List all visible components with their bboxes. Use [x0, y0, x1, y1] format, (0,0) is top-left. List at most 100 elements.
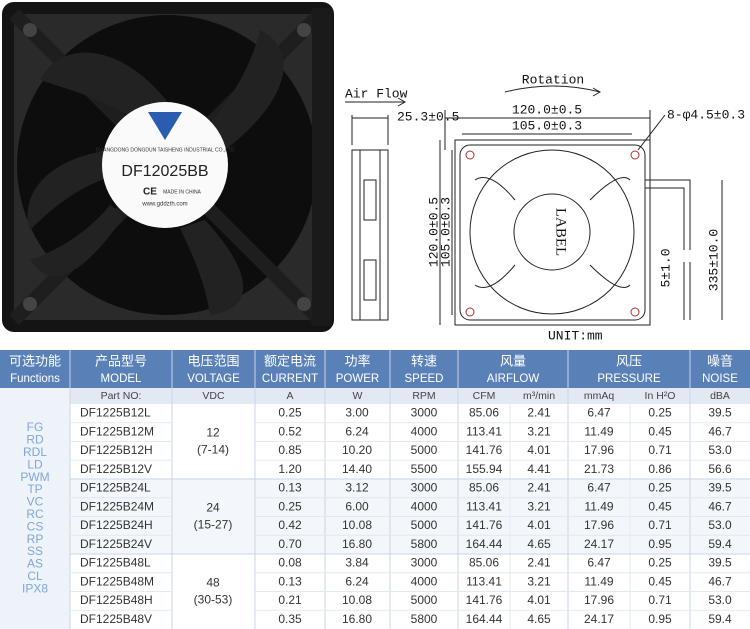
spec-value: 164.44 — [466, 537, 503, 551]
spec-value: 3.21 — [527, 424, 551, 438]
spec-value: 3000 — [411, 406, 438, 420]
spec-value: 4000 — [411, 499, 438, 513]
spec-value: 4.01 — [527, 443, 551, 457]
voltage: 24 — [206, 501, 220, 515]
air-flow-label: Air Flow — [345, 86, 408, 101]
depth-dimension: 25.3±0.5 — [397, 109, 459, 124]
spec-value: 3.00 — [345, 406, 369, 420]
spec-value: 6.47 — [587, 481, 611, 495]
spec-value: 113.41 — [466, 424, 502, 438]
spec-value: 0.25 — [648, 481, 672, 495]
header-en: POWER — [336, 373, 379, 385]
spec-value: 39.5 — [708, 406, 732, 420]
spec-value: 113.41 — [466, 574, 502, 588]
part-number: DF1225B12M — [80, 424, 154, 438]
spec-value: 141.76 — [466, 443, 503, 457]
function-item: RC — [26, 507, 44, 521]
spec-value: 24.17 — [584, 612, 614, 626]
part-number: DF1225B24M — [80, 499, 154, 513]
spec-value: 0.45 — [648, 574, 672, 588]
header-en: CURRENT — [262, 373, 318, 385]
width-inner: 105.0±0.3 — [512, 118, 582, 133]
spec-value: 53.0 — [708, 518, 732, 532]
unit-label: CFM — [473, 390, 496, 402]
voltage-range: (7-14) — [197, 443, 229, 457]
header-en: VOLTAGE — [187, 373, 240, 385]
spec-value: 4000 — [411, 424, 438, 438]
header-en: MODEL — [101, 373, 143, 385]
rotation-label: Rotation — [522, 72, 584, 87]
spec-value: 59.4 — [708, 612, 732, 626]
fan-photo: GUANGDONG DONGDUN TAISHENG INDUSTRIAL CO… — [2, 2, 334, 332]
spec-value: 10.20 — [342, 443, 372, 457]
header-en: SPEED — [405, 373, 444, 385]
spec-value: 6.47 — [587, 406, 611, 420]
spec-value: 17.96 — [584, 443, 614, 457]
voltage: 48 — [206, 576, 220, 590]
spec-value: 164.44 — [466, 612, 503, 626]
spec-value: 5500 — [411, 462, 438, 476]
function-item: TP — [27, 482, 42, 496]
spec-value: 0.45 — [648, 499, 672, 513]
spec-value: 17.96 — [584, 518, 614, 532]
spec-value: 17.96 — [584, 593, 614, 607]
spec-value: 21.73 — [584, 462, 614, 476]
part-number: DF1225B12H — [80, 443, 153, 457]
part-number: DF1225B48M — [80, 574, 154, 588]
model-label: DF12025BB — [121, 163, 208, 180]
spec-value: 0.71 — [648, 593, 672, 607]
spec-value: 0.13 — [278, 481, 302, 495]
spec-value: 0.85 — [278, 443, 302, 457]
voltage: 12 — [206, 426, 220, 440]
function-item: VC — [27, 495, 44, 509]
spec-value: 4.65 — [527, 537, 551, 551]
spec-value: 5000 — [411, 593, 438, 607]
spec-value: 155.94 — [466, 462, 503, 476]
voltage-range: (15-27) — [194, 518, 233, 532]
spec-value: 10.08 — [342, 518, 372, 532]
width-outer: 120.0±0.5 — [512, 102, 582, 117]
spec-value: 46.7 — [708, 574, 732, 588]
spec-value: 2.41 — [527, 556, 551, 570]
unit-label: Part NO: — [101, 390, 142, 402]
spec-value: 6.24 — [345, 424, 369, 438]
spec-value: 0.08 — [278, 556, 302, 570]
wire-length: 335±10.0 — [706, 229, 721, 291]
spec-table: 可选功能 Functions 产品型号 MODEL 电压范围 VOLTAGE 额定电流 CUR… — [0, 350, 750, 629]
header-en: AIRFLOW — [487, 373, 540, 385]
spec-value: 4.01 — [527, 593, 551, 607]
unit-label: mmAq — [584, 390, 614, 402]
spec-value: 0.35 — [278, 612, 302, 626]
spec-value: 0.70 — [278, 537, 302, 551]
spec-value: 85.06 — [469, 406, 499, 420]
part-number: DF1225B48H — [80, 593, 153, 607]
brand-text: GUANGDONG DONGDUN TAISHENG INDUSTRIAL CO… — [96, 147, 235, 153]
spec-value: 85.06 — [469, 481, 499, 495]
header-zh: 风量 — [500, 353, 526, 368]
spec-value: 0.25 — [278, 499, 302, 513]
unit-label: m³/min — [523, 390, 555, 402]
function-item: IPX8 — [22, 581, 48, 595]
spec-value: 59.4 — [708, 537, 732, 551]
ce-mark: CE — [143, 187, 157, 198]
spec-value: 6.47 — [587, 556, 611, 570]
part-number: DF1225B24H — [80, 518, 153, 532]
function-item: LD — [27, 457, 43, 471]
spec-value: 3.84 — [345, 556, 369, 570]
website: www.gddzth.com — [141, 202, 187, 208]
units-bg — [0, 388, 750, 404]
spec-value: 16.80 — [342, 612, 372, 626]
spec-value: 4.01 — [527, 518, 551, 532]
spec-value: 11.49 — [584, 574, 613, 588]
part-number: DF1225B48L — [80, 556, 151, 570]
unit-label: UNIT:mm — [548, 328, 603, 343]
spec-value: 39.5 — [708, 556, 732, 570]
holes-spec: 8-φ4.5±0.3 — [667, 107, 745, 122]
spec-value: 39.5 — [708, 481, 732, 495]
spec-value: 53.0 — [708, 593, 732, 607]
spec-value: 3.12 — [345, 481, 369, 495]
spec-value: 0.86 — [648, 462, 672, 476]
spec-value: 11.49 — [584, 499, 613, 513]
spec-value: 3.21 — [527, 574, 551, 588]
spec-value: 5000 — [411, 518, 438, 532]
